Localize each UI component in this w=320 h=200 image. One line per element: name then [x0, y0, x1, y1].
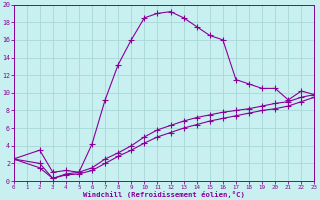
X-axis label: Windchill (Refroidissement éolien,°C): Windchill (Refroidissement éolien,°C) — [83, 191, 245, 198]
